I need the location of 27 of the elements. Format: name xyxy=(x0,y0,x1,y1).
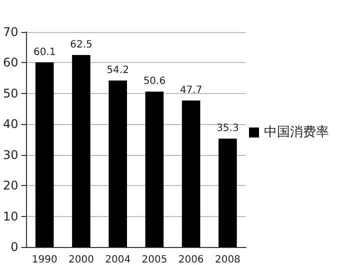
data-label: 35.3 xyxy=(216,123,239,134)
y-tick-label: 60 xyxy=(2,56,18,70)
bar xyxy=(145,92,164,247)
x-tick-label: 2008 xyxy=(214,254,240,265)
x-tick-label: 2000 xyxy=(68,254,94,265)
data-label: 62.5 xyxy=(70,40,92,51)
bar xyxy=(182,100,200,247)
data-label: 47.7 xyxy=(180,84,202,96)
bar xyxy=(35,62,54,247)
y-tick-label: 70 xyxy=(2,25,18,39)
bar xyxy=(108,80,127,247)
bar xyxy=(72,55,90,247)
x-tick-label: 2004 xyxy=(105,254,131,265)
y-tick-label: 10 xyxy=(2,209,18,224)
y-tick-label: 40 xyxy=(2,117,18,132)
x-tick-label: 2005 xyxy=(142,254,168,265)
legend-label: 中国消费率 xyxy=(264,124,329,140)
y-tick-label: 30 xyxy=(2,148,18,162)
bar xyxy=(218,138,237,247)
y-tick-label: 0 xyxy=(10,240,18,254)
data-label: 60.1 xyxy=(33,46,56,58)
data-label: 54.2 xyxy=(106,65,129,76)
y-tick-label: 50 xyxy=(2,86,18,100)
x-tick-label: 2006 xyxy=(178,254,204,265)
x-tick-label: 1990 xyxy=(32,254,58,265)
data-label: 50.6 xyxy=(143,76,166,88)
y-tick-label: 20 xyxy=(2,178,18,193)
